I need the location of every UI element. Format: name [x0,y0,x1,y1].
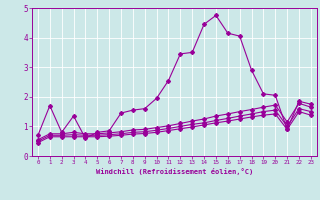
X-axis label: Windchill (Refroidissement éolien,°C): Windchill (Refroidissement éolien,°C) [96,168,253,175]
